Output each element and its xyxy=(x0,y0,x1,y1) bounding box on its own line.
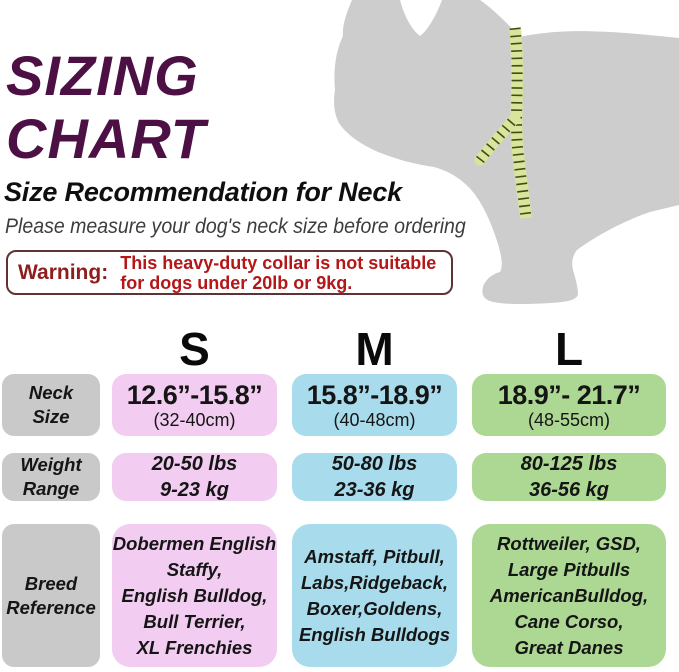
page-title: SIZING CHART xyxy=(6,44,206,170)
row-label-weight-range-text: Weight Range xyxy=(20,454,82,499)
column-header-s: S xyxy=(179,323,210,375)
neck-size-s-inches: 12.6”-15.8” xyxy=(126,379,263,410)
cell-breeds-s: Dobermen English Staffy, English Bulldog… xyxy=(112,524,277,667)
row-label-neck-size-text: Neck Size xyxy=(28,382,74,427)
row-label-weight-range: Weight Range xyxy=(2,453,100,501)
warning-message: This heavy-duty collar is not suitable f… xyxy=(120,252,437,293)
measure-note: Please measure your dog's neck size befo… xyxy=(5,215,466,238)
cell-weight-m: 50-80 lbs 23-36 kg xyxy=(292,453,457,501)
neck-size-l-cm: (48-55cm) xyxy=(527,409,611,430)
size-recommendation-heading: Size Recommendation for Neck xyxy=(4,177,403,207)
weight-s-text: 20-50 lbs 9-23 kg xyxy=(151,453,238,501)
column-header-m: M xyxy=(355,323,394,375)
row-label-breed-reference-text: Breed Reference xyxy=(6,572,96,618)
breeds-l-text: Rottweiler, GSD, Large Pitbulls American… xyxy=(489,532,649,658)
weight-l-text: 80-125 lbs 36-56 kg xyxy=(520,453,618,501)
dog-illustration xyxy=(334,0,679,305)
breeds-m-text: Amstaff, Pitbull, Labs,Ridgeback, Boxer,… xyxy=(298,545,451,645)
cell-weight-s: 20-50 lbs 9-23 kg xyxy=(112,453,277,501)
measuring-tape-ticks xyxy=(509,27,532,219)
neck-size-m-inches: 15.8”-18.9” xyxy=(306,379,443,410)
weight-m-text: 50-80 lbs 23-36 kg xyxy=(331,453,418,501)
cell-neck-size-m: 15.8”-18.9” (40-48cm) xyxy=(292,374,457,436)
neck-size-l-inches: 18.9”- 21.7” xyxy=(497,379,641,410)
row-label-neck-size: Neck Size xyxy=(2,374,100,436)
cell-breeds-l: Rottweiler, GSD, Large Pitbulls American… xyxy=(472,524,666,667)
title-line-2: CHART xyxy=(6,107,206,170)
neck-size-m-cm: (40-48cm) xyxy=(333,409,416,430)
breeds-s-text: Dobermen English Staffy, English Bulldog… xyxy=(112,532,277,658)
dog-silhouette xyxy=(334,0,679,305)
cell-weight-l: 80-125 lbs 36-56 kg xyxy=(472,453,666,501)
cell-breeds-m: Amstaff, Pitbull, Labs,Ridgeback, Boxer,… xyxy=(292,524,457,667)
cell-neck-size-l: 18.9”- 21.7” (48-55cm) xyxy=(472,374,666,436)
title-line-1: SIZING xyxy=(6,44,199,107)
warning-label: Warning: xyxy=(18,260,109,284)
row-label-breed-reference: Breed Reference xyxy=(2,524,100,667)
warning-box: Warning: This heavy-duty collar is not s… xyxy=(6,250,453,295)
measuring-tape-branch xyxy=(474,112,521,166)
neck-size-s-cm: (32-40cm) xyxy=(153,409,236,430)
column-header-l: L xyxy=(554,323,584,375)
cell-neck-size-s: 12.6”-15.8” (32-40cm) xyxy=(112,374,277,436)
